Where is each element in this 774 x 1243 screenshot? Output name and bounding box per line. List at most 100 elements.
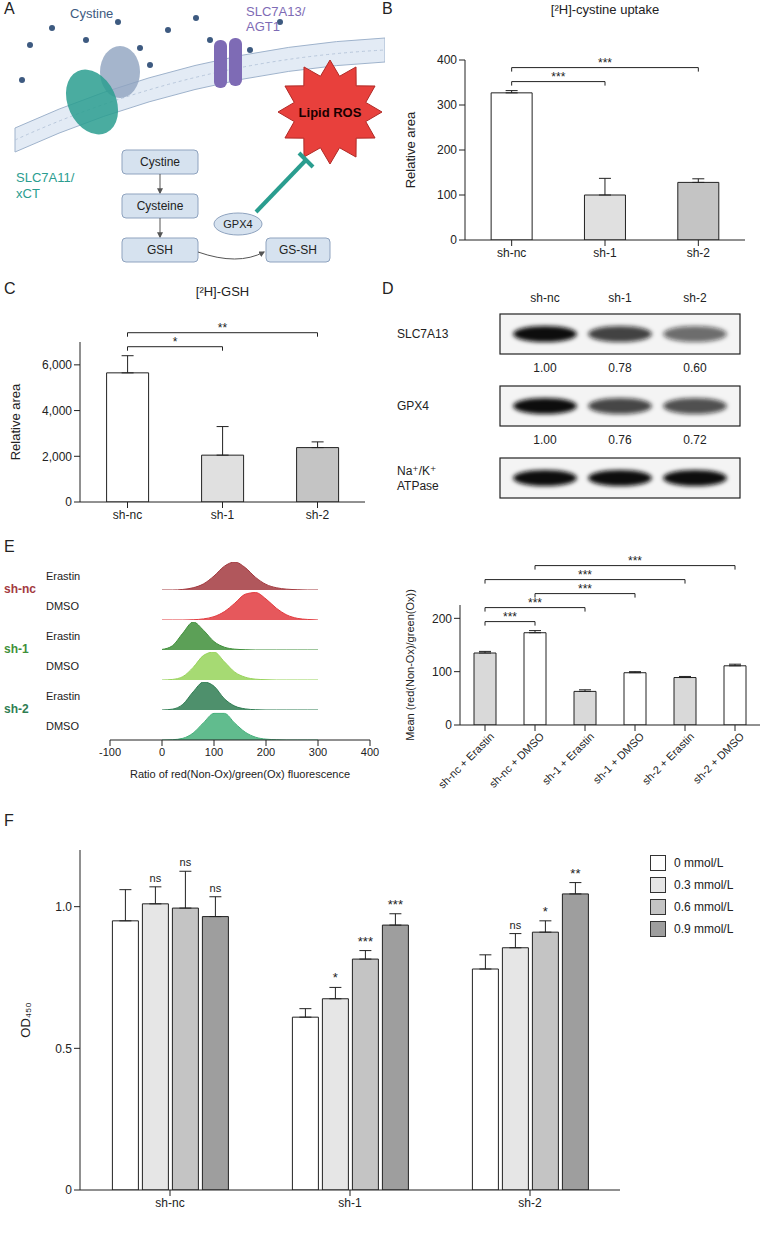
svg-text:sh-2: sh-2 xyxy=(306,508,330,522)
svg-text:100: 100 xyxy=(205,746,223,758)
svg-text:200: 200 xyxy=(432,612,452,626)
svg-text:GS-SH: GS-SH xyxy=(279,243,317,257)
svg-text:sh-2: sh-2 xyxy=(518,1196,542,1210)
svg-text:0: 0 xyxy=(65,495,72,509)
svg-text:-100: -100 xyxy=(99,746,121,758)
svg-text:1.0: 1.0 xyxy=(55,900,72,914)
svg-text:Cystine: Cystine xyxy=(70,6,113,21)
svg-text:6,000: 6,000 xyxy=(42,358,72,372)
svg-text:ns: ns xyxy=(210,882,222,894)
svg-text:***: *** xyxy=(598,56,612,70)
html-text:Erastin: Erastin xyxy=(46,570,81,582)
svg-text:SLC7A11/: SLC7A11/ xyxy=(16,170,75,185)
svg-text:sh-1: sh-1 xyxy=(211,508,235,522)
svg-text:300: 300 xyxy=(437,98,457,112)
svg-text:400: 400 xyxy=(361,746,379,758)
svg-text:sh-nc: sh-nc xyxy=(530,291,559,305)
svg-text:Relative area: Relative area xyxy=(8,383,23,460)
svg-text:0: 0 xyxy=(445,718,452,732)
svg-text:100: 100 xyxy=(437,188,457,202)
svg-text:sh-nc: sh-nc xyxy=(113,508,142,522)
svg-text:2,000: 2,000 xyxy=(42,450,72,464)
svg-text:sh-nc: sh-nc xyxy=(155,1196,184,1210)
svg-text:0: 0 xyxy=(65,1183,72,1197)
svg-text:ns: ns xyxy=(510,919,522,931)
svg-text:Na⁺/K⁺: Na⁺/K⁺ xyxy=(397,464,436,478)
svg-text:xCT: xCT xyxy=(16,186,40,201)
svg-text:**: ** xyxy=(218,321,228,335)
html-text:D: D xyxy=(382,280,394,297)
svg-text:sh-1 + DMSO: sh-1 + DMSO xyxy=(590,730,646,786)
svg-text:0.78: 0.78 xyxy=(608,361,632,375)
html-text:0.6 mmol/L: 0.6 mmol/L xyxy=(674,900,734,914)
svg-text:SLC7A13/: SLC7A13/ xyxy=(246,4,306,19)
svg-text:***: *** xyxy=(628,554,642,568)
svg-text:300: 300 xyxy=(309,746,327,758)
svg-text:1.00: 1.00 xyxy=(533,361,557,375)
svg-text:200: 200 xyxy=(257,746,275,758)
svg-text:**: ** xyxy=(570,866,580,881)
svg-text:1.00: 1.00 xyxy=(533,433,557,447)
svg-text:sh-1: sh-1 xyxy=(593,246,617,260)
html-text:0 mmol/L: 0 mmol/L xyxy=(674,856,724,870)
svg-text:***: *** xyxy=(528,596,542,610)
svg-text:Mean (red(Non-Ox)/green(Ox)): Mean (red(Non-Ox)/green(Ox)) xyxy=(404,589,416,741)
svg-text:0: 0 xyxy=(450,233,457,247)
svg-text:sh-nc + Erastin: sh-nc + Erastin xyxy=(435,730,497,791)
svg-text:0.72: 0.72 xyxy=(683,433,707,447)
html-text:DMSO: DMSO xyxy=(46,720,79,732)
svg-text:*: * xyxy=(333,970,338,985)
svg-text:0: 0 xyxy=(159,746,165,758)
svg-text:ns: ns xyxy=(180,856,192,868)
svg-text:4,000: 4,000 xyxy=(42,404,72,418)
svg-text:200: 200 xyxy=(437,143,457,157)
svg-text:***: *** xyxy=(388,897,403,912)
svg-text:Lipid ROS: Lipid ROS xyxy=(299,105,362,120)
html-text:DMSO: DMSO xyxy=(46,660,79,672)
svg-text:sh-nc + DMSO: sh-nc + DMSO xyxy=(487,730,547,790)
svg-text:0.76: 0.76 xyxy=(608,433,632,447)
svg-text:sh-2 + Erastin: sh-2 + Erastin xyxy=(640,730,697,787)
svg-text:AGT1: AGT1 xyxy=(246,19,280,34)
svg-text:GPX4: GPX4 xyxy=(397,399,429,413)
svg-text:sh-nc: sh-nc xyxy=(497,246,526,260)
html-text:Erastin: Erastin xyxy=(46,690,81,702)
svg-text:400: 400 xyxy=(437,53,457,67)
svg-text:sh-1 + Erastin: sh-1 + Erastin xyxy=(540,730,597,787)
svg-text:sh-1: sh-1 xyxy=(338,1196,362,1210)
svg-text:***: *** xyxy=(578,568,592,582)
svg-text:0.60: 0.60 xyxy=(683,361,707,375)
svg-text:***: *** xyxy=(358,934,373,949)
html-text:DMSO: DMSO xyxy=(46,600,79,612)
svg-text:sh-2 + DMSO: sh-2 + DMSO xyxy=(690,730,746,786)
svg-text:100: 100 xyxy=(432,665,452,679)
svg-text:Relative area: Relative area xyxy=(403,111,418,188)
svg-text:*: * xyxy=(543,904,548,919)
svg-text:***: *** xyxy=(551,70,565,84)
svg-text:GSH: GSH xyxy=(147,243,173,257)
svg-text:0.5: 0.5 xyxy=(55,1042,72,1056)
svg-text:GPX4: GPX4 xyxy=(223,218,252,230)
html-text:0.9 mmol/L: 0.9 mmol/L xyxy=(674,922,734,936)
html-text:[²H]-cystine uptake: [²H]-cystine uptake xyxy=(550,2,660,17)
html-text:Ratio of red(Non-Ox)/green(Ox): Ratio of red(Non-Ox)/green(Ox) fluoresce… xyxy=(130,768,350,780)
svg-text:Cysteine: Cysteine xyxy=(137,199,184,213)
svg-text:sh-2: sh-2 xyxy=(683,291,707,305)
html-text:sh-nc: sh-nc xyxy=(4,582,36,596)
html-text:0.3 mmol/L: 0.3 mmol/L xyxy=(674,878,734,892)
svg-text:sh-2: sh-2 xyxy=(687,246,711,260)
svg-text:OD₄₅₀: OD₄₅₀ xyxy=(18,1002,33,1037)
svg-text:sh-1: sh-1 xyxy=(608,291,632,305)
svg-text:Cystine: Cystine xyxy=(140,155,180,169)
html-text:sh-2: sh-2 xyxy=(4,702,29,716)
svg-text:ATPase: ATPase xyxy=(397,479,439,493)
svg-text:***: *** xyxy=(578,582,592,596)
html-text:Erastin: Erastin xyxy=(46,630,81,642)
svg-text:***: *** xyxy=(503,610,517,624)
svg-text:*: * xyxy=(173,335,178,349)
svg-text:ns: ns xyxy=(150,872,162,884)
html-text:[²H]-GSH: [²H]-GSH xyxy=(195,284,250,299)
svg-text:SLC7A13: SLC7A13 xyxy=(397,327,449,341)
html-text:sh-1: sh-1 xyxy=(4,642,29,656)
html-text:C: C xyxy=(4,280,16,297)
